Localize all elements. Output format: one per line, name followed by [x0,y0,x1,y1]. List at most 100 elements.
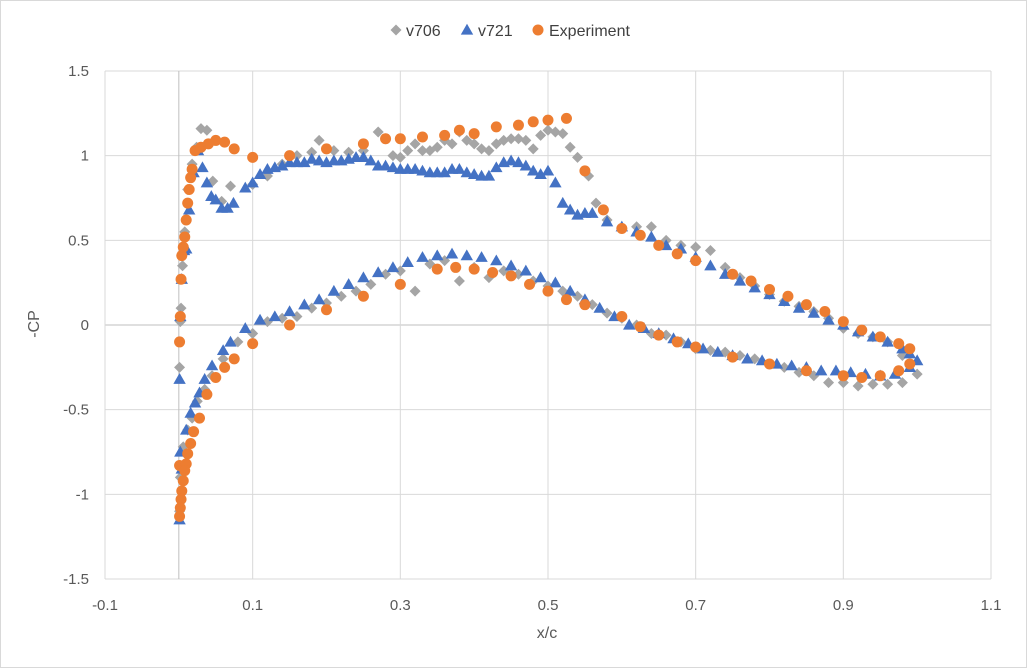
experiment-point [183,184,195,196]
y-tick-label: 1 [81,148,89,165]
experiment-point [616,311,628,323]
experiment-point [560,294,572,306]
experiment-point [357,138,369,150]
experiment-point [690,341,702,353]
v706-point [557,128,569,140]
experiment-point [194,412,206,424]
legend-label-v706: v706 [406,23,441,40]
experiment-point [175,273,187,285]
x-axis-label: x/c [537,625,557,642]
experiment-point [819,305,831,317]
v721-point [704,259,717,271]
experiment-point [542,285,554,297]
v706-point [527,143,539,155]
experiment-point [179,465,191,477]
experiment-point [219,361,231,373]
v706-point [409,138,421,150]
v706-point [175,302,187,314]
experiment-point [690,255,702,267]
v721-point [438,166,451,178]
experiment-point [837,370,849,382]
v706-point [217,353,229,365]
v721-point [549,276,562,288]
experiment-point [579,165,591,177]
v706-point [590,197,602,209]
y-tick-labels: 1.5 1 0.5 0 -0.5 -1 -1.5 [63,63,89,588]
v721-point [527,164,540,176]
experiment-point [490,121,502,133]
v706-point [498,134,510,146]
v721-point [600,215,614,227]
experiment-point [394,133,406,145]
v721-point [431,249,444,261]
v721-point [556,196,569,208]
experiment-point [174,336,186,348]
v721-point [467,168,481,179]
experiment-point [893,338,905,350]
experiment-point [579,299,591,311]
experiment-point [874,370,886,382]
experiment-point [175,493,187,505]
v721-point [445,247,459,259]
experiment-point [653,239,665,251]
v706-point [446,138,458,150]
v706-point [704,244,716,256]
v721-point [453,163,466,174]
v706-point [174,361,186,373]
legend: v706 v721 Experiment [390,23,630,40]
v721-point [814,364,828,376]
v706-point [483,145,495,157]
experiment-point [431,263,443,275]
experiment-point [856,324,868,336]
legend-marker-experiment [532,24,544,36]
v721-point [460,166,473,178]
v721-point [276,159,289,171]
experiment-point [180,214,192,226]
legend-marker-v721 [460,23,474,35]
v721-point [188,396,202,408]
v721-point [386,261,400,273]
v706-point [439,255,451,267]
experiment-point [357,290,369,302]
x-tick-label: 0.1 [242,597,263,614]
experiment-point [394,278,406,290]
v721-point [475,251,488,262]
v721-point [519,159,533,171]
experiment-point [284,319,296,331]
experiment-point [185,438,197,450]
experiment-point [321,304,332,316]
v721-point [253,168,267,179]
v706-point [512,133,524,145]
experiment-point [185,172,197,184]
v721-point [645,230,658,242]
v721-point [327,284,341,296]
v706-point [719,261,731,273]
v721-point [416,164,429,176]
v721-point [205,359,219,371]
experiment-point [177,241,189,253]
v706-point [416,145,428,157]
v706-point [453,275,465,287]
experiment-point [904,358,916,370]
v721-point [549,176,562,188]
v721-point [586,207,599,218]
v721-point [778,295,791,306]
experiment-point [874,331,886,343]
y-tick-label: -1 [76,486,89,503]
experiment-point [439,129,451,141]
experiment-point [634,321,646,333]
experiment-point [228,143,240,155]
legend-marker-v706 [390,24,402,36]
x-tick-label: -0.1 [92,597,118,614]
v706-point [177,260,189,272]
v706-point [572,151,584,163]
legend-label-experiment: Experiment [549,23,630,40]
experiment-point [247,338,259,350]
v721-point [386,161,400,173]
v706-point [225,180,237,192]
y-axis-label: -CP [26,310,43,338]
experiment-point [228,353,240,365]
experiment-point [764,283,775,295]
experiment-point [210,134,222,146]
v706-point [372,126,384,138]
